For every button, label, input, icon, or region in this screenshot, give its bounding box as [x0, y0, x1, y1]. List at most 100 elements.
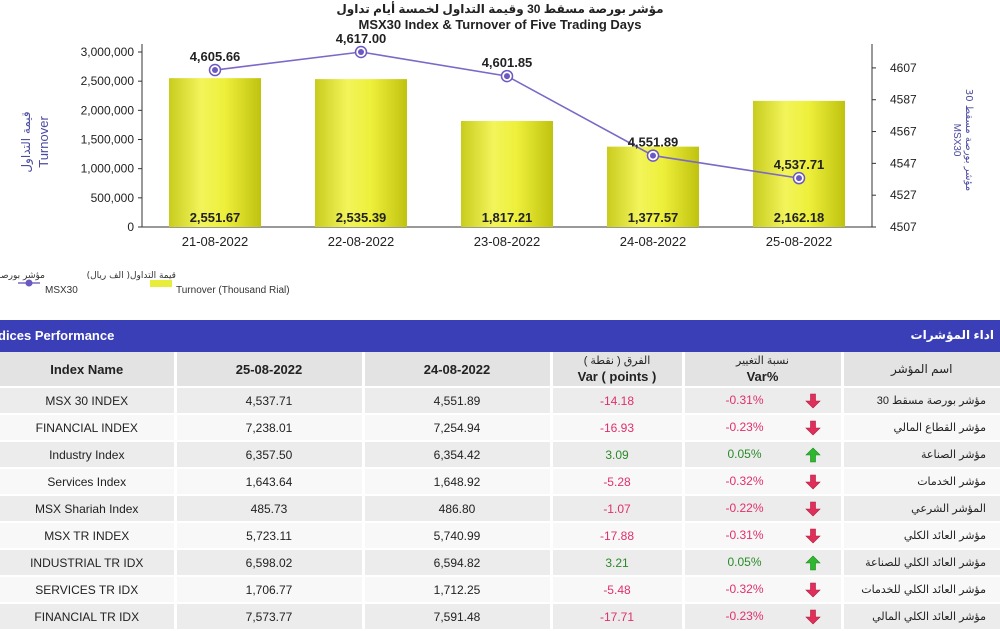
header-var-points-label: Var ( points ): [577, 369, 657, 384]
turnover-bar-label: 1,377.57: [628, 210, 679, 225]
cell-value-date-1: 1,643.64: [173, 468, 363, 496]
cell-value-date-1: 485.73: [173, 495, 363, 523]
cell-index-name: FINANCIAL INDEX: [0, 414, 175, 442]
table-row: Services Index 1,643.64 1,648.92 -5.28 -0.32…: [0, 468, 1000, 496]
cell-index-name-arabic: مؤشر بورصة مسقط 30: [840, 387, 1000, 415]
cell-index-name-arabic: مؤشر القطاع المالي: [840, 414, 1000, 442]
msx30-point-label: 4,617.00: [336, 31, 387, 46]
table-banner: dices Performance اداء المؤشرات: [0, 320, 1000, 352]
cell-var-pct: -0.23%: [681, 414, 842, 442]
x-tick-label: 25-08-2022: [766, 234, 833, 249]
chart-title: MSX30 Index & Turnover of Five Trading D…: [358, 17, 642, 32]
cell-var-pct-value: -0.31%: [725, 527, 764, 542]
x-tick-label: 24-08-2022: [620, 234, 687, 249]
cell-var-pct-value: -0.32%: [725, 473, 764, 488]
right-tick-label: 4607: [890, 61, 917, 75]
cell-var-pct: -0.22%: [681, 495, 842, 523]
legend-item-turnover: قيمة التداول( الف ريال) Turnover (Thousa…: [87, 271, 290, 296]
arrow-up-icon: [804, 555, 821, 570]
legend-item-msx30: مؤشر بورصة مسقط 30 MSX30: [0, 271, 78, 296]
msx30-point: [650, 152, 656, 159]
cell-var-points: -17.71: [549, 603, 683, 631]
cell-var-pct: -0.31%: [681, 522, 842, 550]
cell-index-name-arabic: مؤشر العائد الكلي: [840, 522, 1000, 550]
header-date-1: 25-08-2022: [173, 352, 363, 388]
cell-index-name: MSX Shariah Index: [0, 495, 175, 523]
legend-label-turnover-arabic: قيمة التداول( الف ريال): [87, 271, 176, 281]
cell-var-pct-value: 0.05%: [727, 446, 762, 461]
left-tick-label: 0: [127, 220, 134, 234]
left-axis-title-arabic: قيمة التداول: [19, 111, 34, 172]
cell-var-points: -14.18: [549, 387, 683, 415]
cell-index-name: Services Index: [0, 468, 175, 496]
cell-var-points: 3.21: [549, 549, 683, 577]
cell-var-points: -1.07: [549, 495, 683, 523]
cell-index-name-arabic: مؤشر العائد الكلي المالي: [840, 603, 1000, 631]
legend-label-msx30-arabic: مؤشر بورصة مسقط 30: [0, 271, 45, 281]
right-axis-title-arabic: مؤشر بورصة مسقط 30: [963, 89, 974, 191]
header-index-name: Index Name: [0, 352, 175, 388]
legend-marker-swatch: [25, 279, 33, 287]
cell-index-name-arabic: المؤشر الشرعي: [840, 495, 1000, 523]
arrow-down-icon: [804, 393, 821, 408]
cell-value-date-2: 486.80: [361, 495, 551, 523]
table-banner-title-arabic: اداء المؤشرات: [910, 328, 994, 342]
table-row: Industry Index 6,357.50 6,354.42 3.09 0.05% م…: [0, 441, 1000, 469]
turnover-bar: [169, 78, 261, 227]
arrow-down-icon: [804, 582, 821, 597]
cell-value-date-2: 5,740.99: [361, 522, 551, 550]
right-tick-label: 4527: [890, 188, 917, 202]
cell-index-name: SERVICES TR IDX: [0, 576, 175, 604]
cell-value-date-1: 6,357.50: [173, 441, 363, 469]
arrow-down-icon: [804, 420, 821, 435]
cell-var-pct-value: -0.31%: [725, 392, 764, 407]
table-row: FINANCIAL TR IDX 7,573.77 7,591.48 -17.71 -0…: [0, 603, 1000, 631]
cell-index-name: INDUSTRIAL TR IDX: [0, 549, 175, 577]
header-var-points: الفرق ( نقطة ) Var ( points ): [549, 352, 683, 388]
chart: 0 500,000 1,000,000 1,500,000 2,000,000 2,500…: [0, 31, 974, 296]
left-tick-label: 1,500,000: [81, 133, 135, 147]
x-tick-label: 21-08-2022: [182, 234, 249, 249]
cell-value-date-2: 7,591.48: [361, 603, 551, 631]
msx30-point: [504, 73, 510, 80]
msx30-point-label: 4,601.85: [482, 55, 533, 70]
left-tick-label: 2,500,000: [81, 74, 135, 88]
cell-var-points: -5.48: [549, 576, 683, 604]
table-row: FINANCIAL INDEX 7,238.01 7,254.94 -16.93 -0.…: [0, 414, 1000, 442]
right-tick-label: 4547: [890, 156, 917, 170]
cell-var-pct: -0.32%: [681, 468, 842, 496]
x-tick-label: 23-08-2022: [474, 234, 541, 249]
table-banner-title: dices Performance: [0, 328, 115, 343]
right-tick-label: 4567: [890, 125, 917, 139]
arrow-down-icon: [804, 609, 821, 624]
cell-value-date-1: 5,723.11: [173, 522, 363, 550]
left-tick-label: 3,000,000: [81, 45, 135, 59]
cell-value-date-1: 6,598.02: [173, 549, 363, 577]
turnover-bar: [315, 79, 407, 227]
msx30-point: [358, 49, 364, 55]
header-date-2: 24-08-2022: [361, 352, 551, 388]
cell-index-name: Industry Index: [0, 441, 175, 469]
turnover-bar-label: 2,551.67: [190, 210, 241, 225]
header-var-pct-label: Var%: [746, 369, 779, 384]
header-var-pct: نسبة التغيير Var%: [681, 352, 842, 388]
cell-value-date-2: 7,254.94: [361, 414, 551, 442]
cell-value-date-2: 4,551.89: [361, 387, 551, 415]
msx30-point-label: 4,537.71: [774, 157, 825, 172]
right-tick-label: 4587: [890, 93, 917, 107]
indices-performance-table: Index Name 25-08-2022 24-08-2022 الفرق (…: [0, 352, 1000, 631]
cell-var-points: 3.09: [549, 441, 683, 469]
cell-index-name: MSX 30 INDEX: [0, 387, 175, 415]
table-row: MSX TR INDEX 5,723.11 5,740.99 -17.88 -0.31%…: [0, 522, 1000, 550]
cell-value-date-2: 1,712.25: [361, 576, 551, 604]
turnover-bar: [461, 120, 553, 227]
cell-value-date-2: 6,594.82: [361, 549, 551, 577]
cell-var-pct-value: 0.05%: [727, 554, 762, 569]
cell-var-pct: -0.31%: [681, 387, 842, 415]
header-var-pct-arabic: نسبة التغيير: [736, 355, 789, 367]
cell-var-pct: 0.05%: [681, 549, 842, 577]
cell-index-name: FINANCIAL TR IDX: [0, 603, 175, 631]
right-axis-title: مؤشر بورصة مسقط 30 MSX30: [951, 89, 974, 191]
cell-var-pct: -0.32%: [681, 576, 842, 604]
turnover-bar-label: 2,535.39: [336, 210, 387, 225]
